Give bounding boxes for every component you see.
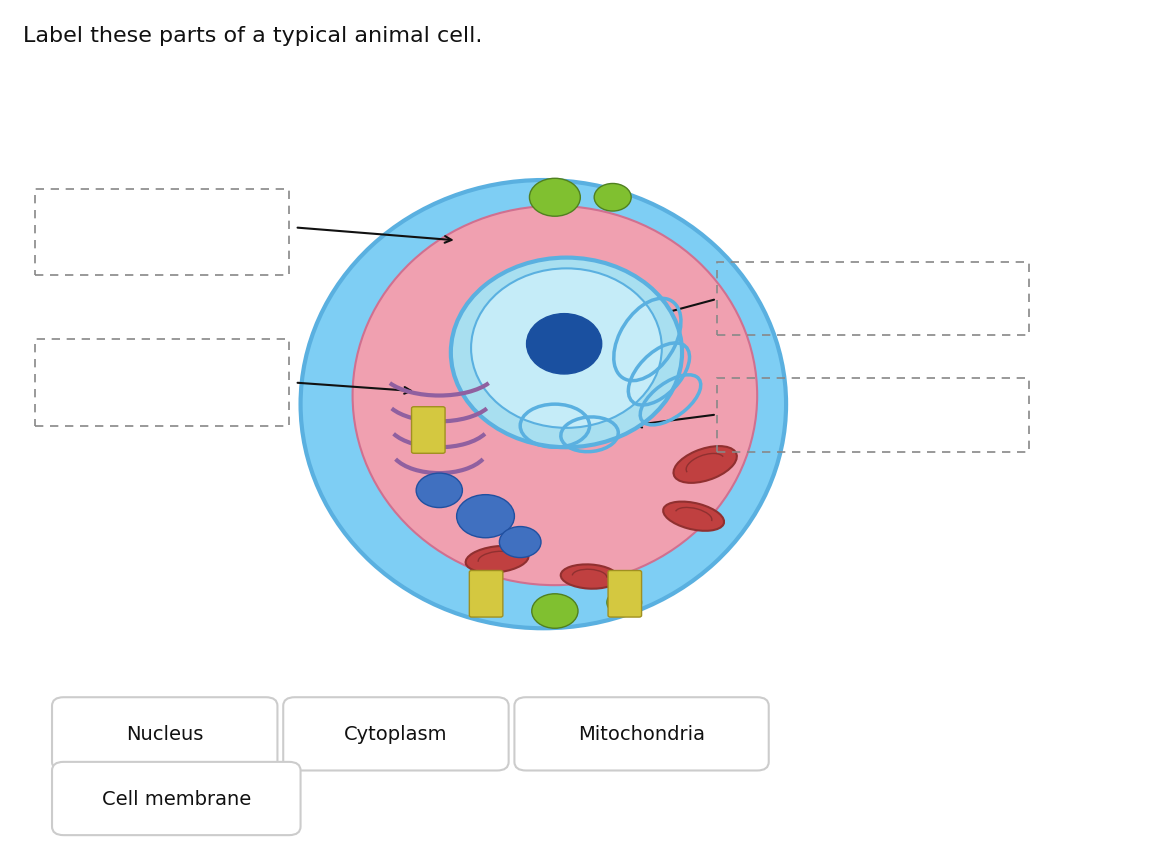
- Circle shape: [499, 527, 541, 558]
- Text: Label these parts of a typical animal cell.: Label these parts of a typical animal ce…: [23, 26, 482, 46]
- Text: Cytoplasm: Cytoplasm: [344, 724, 447, 744]
- Text: Cell membrane: Cell membrane: [102, 789, 251, 808]
- FancyBboxPatch shape: [283, 697, 509, 771]
- Circle shape: [529, 179, 580, 217]
- Circle shape: [416, 474, 462, 508]
- Text: Mitochondria: Mitochondria: [578, 724, 705, 744]
- Circle shape: [594, 184, 631, 212]
- Ellipse shape: [561, 565, 618, 589]
- FancyBboxPatch shape: [52, 697, 277, 771]
- Text: Nucleus: Nucleus: [126, 724, 203, 744]
- FancyBboxPatch shape: [608, 571, 642, 617]
- Ellipse shape: [664, 502, 724, 531]
- Circle shape: [607, 590, 642, 616]
- Ellipse shape: [470, 269, 661, 429]
- Ellipse shape: [451, 258, 682, 448]
- FancyBboxPatch shape: [514, 697, 769, 771]
- Ellipse shape: [353, 207, 757, 585]
- Ellipse shape: [674, 447, 736, 483]
- FancyBboxPatch shape: [469, 571, 503, 617]
- Circle shape: [532, 594, 578, 629]
- FancyBboxPatch shape: [52, 762, 301, 835]
- Ellipse shape: [466, 546, 528, 573]
- Circle shape: [457, 495, 514, 538]
- FancyBboxPatch shape: [412, 407, 445, 454]
- Ellipse shape: [301, 181, 786, 629]
- Ellipse shape: [527, 314, 601, 375]
